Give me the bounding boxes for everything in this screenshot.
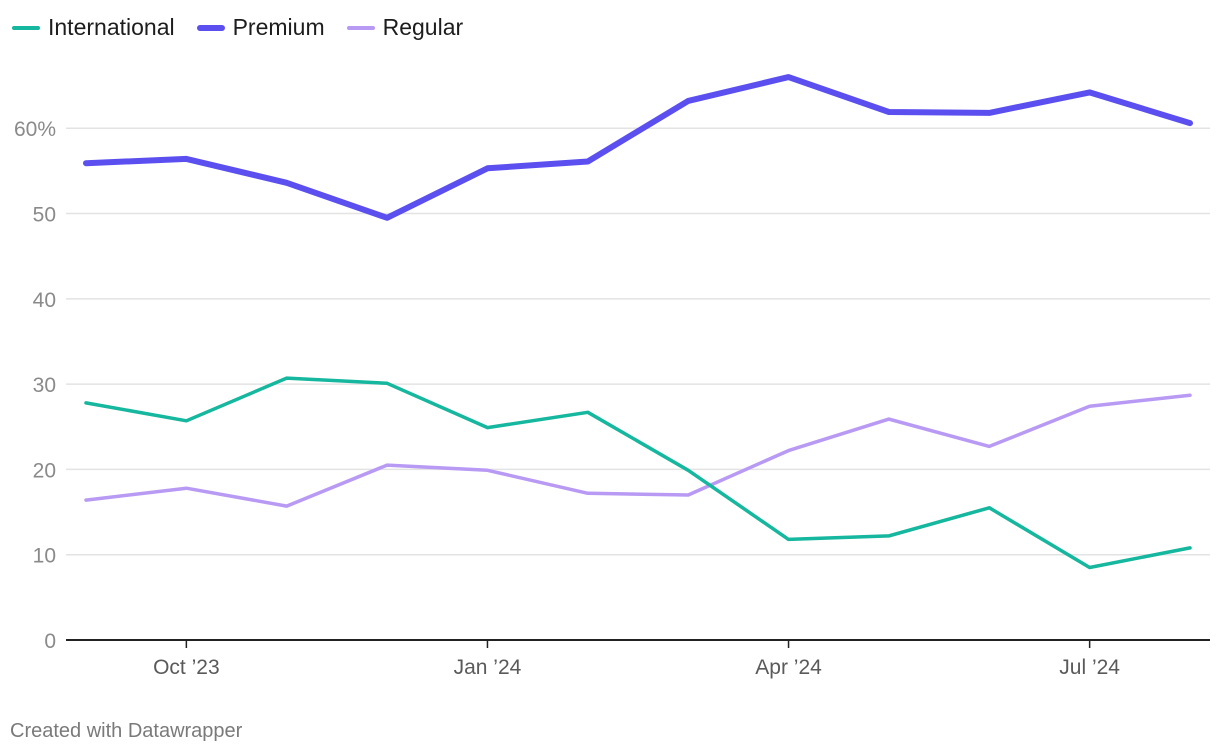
legend-item-regular[interactable]: Regular: [346, 14, 464, 41]
legend-label-premium: Premium: [232, 14, 325, 40]
x-tick-label: Apr ’24: [755, 656, 822, 679]
x-tick-label: Jan ’24: [454, 656, 522, 679]
series-lines: [83, 74, 1193, 570]
y-tick-label: 50: [33, 204, 56, 227]
chart-legend: International Premium Regular: [12, 14, 463, 41]
series-line-premium[interactable]: [83, 74, 1193, 221]
y-tick-label: 0: [44, 630, 56, 653]
series-line-regular[interactable]: [84, 393, 1192, 508]
legend-item-international[interactable]: International: [12, 14, 175, 41]
x-axis-ticks: Oct ’23 Jan ’24 Apr ’24 Jul ’24: [153, 640, 1120, 679]
legend-label-regular: Regular: [382, 14, 464, 40]
x-tick-label: Oct ’23: [153, 656, 220, 679]
y-tick-label: 10: [33, 545, 56, 568]
x-tick-label: Jul ’24: [1059, 656, 1120, 679]
y-axis-ticks: 0 10 20 30 40 50 60%: [14, 118, 56, 653]
footer-credit: Created with Datawrapper: [10, 720, 243, 742]
legend-swatch-regular: [346, 25, 375, 30]
y-tick-label: 40: [33, 289, 56, 312]
legend-item-premium[interactable]: Premium: [196, 14, 325, 41]
legend-swatch-premium: [196, 24, 225, 31]
series-line-international[interactable]: [84, 376, 1192, 570]
y-tick-label: 20: [33, 459, 56, 482]
legend-swatch-international: [12, 25, 40, 30]
legend-label-international: International: [48, 14, 175, 40]
y-tick-label: 60%: [14, 118, 56, 141]
gridlines: [66, 127, 1210, 556]
y-tick-label: 30: [33, 374, 56, 397]
